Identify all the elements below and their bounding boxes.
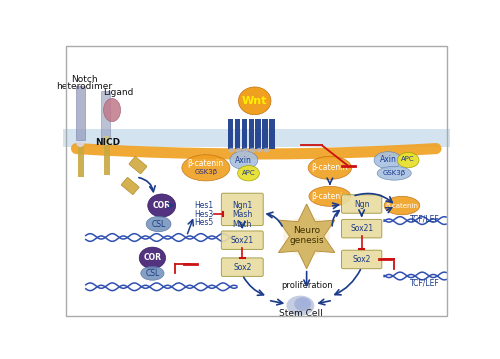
Text: β-catenin: β-catenin — [312, 192, 348, 201]
Text: β-catenin: β-catenin — [312, 163, 348, 172]
Bar — [234, 119, 240, 149]
FancyBboxPatch shape — [122, 177, 139, 195]
Text: Wnt: Wnt — [242, 96, 268, 106]
FancyBboxPatch shape — [129, 157, 147, 174]
Bar — [248, 119, 254, 149]
Ellipse shape — [146, 216, 171, 232]
Text: genesis: genesis — [290, 237, 324, 246]
Ellipse shape — [228, 148, 234, 153]
Ellipse shape — [398, 153, 419, 168]
Ellipse shape — [286, 296, 314, 316]
Text: NICD: NICD — [95, 138, 120, 147]
Text: APC: APC — [242, 170, 256, 176]
Text: CSL: CSL — [152, 220, 166, 229]
Text: Sox21: Sox21 — [230, 236, 254, 245]
Text: CSL: CSL — [146, 269, 160, 278]
Bar — [104, 145, 110, 175]
Ellipse shape — [76, 141, 84, 147]
FancyBboxPatch shape — [342, 195, 382, 213]
Ellipse shape — [284, 216, 330, 256]
Ellipse shape — [148, 194, 176, 217]
Bar — [270, 119, 275, 149]
Text: TCF/LEF: TCF/LEF — [410, 215, 440, 224]
Text: β-catenin: β-catenin — [188, 159, 224, 168]
Bar — [262, 119, 268, 149]
FancyBboxPatch shape — [222, 258, 263, 276]
Text: Neuro: Neuro — [293, 226, 320, 235]
FancyBboxPatch shape — [222, 231, 263, 250]
Text: heterodimer: heterodimer — [56, 83, 112, 92]
Bar — [101, 91, 110, 137]
Ellipse shape — [384, 196, 420, 215]
Bar — [62, 129, 450, 147]
FancyBboxPatch shape — [222, 193, 263, 225]
Text: COR: COR — [152, 201, 170, 210]
Text: Ngn1: Ngn1 — [232, 201, 252, 210]
Text: Ngn: Ngn — [354, 200, 370, 209]
Ellipse shape — [374, 151, 402, 169]
Ellipse shape — [256, 148, 262, 153]
Text: APC: APC — [402, 157, 415, 162]
Bar — [256, 119, 261, 149]
Ellipse shape — [309, 186, 351, 206]
Text: GSK3β: GSK3β — [382, 170, 406, 176]
Text: Sox21: Sox21 — [350, 224, 373, 233]
Text: Hes1: Hes1 — [194, 201, 213, 210]
Ellipse shape — [141, 266, 164, 280]
Ellipse shape — [182, 155, 230, 181]
Ellipse shape — [139, 247, 166, 269]
Text: Math: Math — [232, 220, 252, 229]
Text: Hes5: Hes5 — [194, 218, 213, 227]
Text: Mash: Mash — [232, 210, 252, 219]
FancyBboxPatch shape — [342, 250, 382, 269]
Ellipse shape — [263, 148, 270, 153]
Text: TCF/LEF: TCF/LEF — [410, 278, 440, 287]
Ellipse shape — [300, 299, 310, 307]
Bar — [76, 86, 85, 140]
Text: Sox2: Sox2 — [352, 255, 371, 264]
Ellipse shape — [230, 151, 258, 169]
Text: proliferation: proliferation — [281, 281, 332, 290]
Ellipse shape — [377, 166, 411, 180]
Text: Ligand: Ligand — [103, 88, 134, 97]
Text: Axin: Axin — [380, 155, 396, 164]
Ellipse shape — [250, 148, 256, 153]
Text: GSK3β: GSK3β — [194, 169, 218, 176]
FancyBboxPatch shape — [342, 219, 382, 238]
Text: COR: COR — [144, 253, 162, 262]
Text: Hes3: Hes3 — [194, 210, 213, 219]
Text: Notch: Notch — [71, 75, 98, 84]
Text: Sox2: Sox2 — [233, 263, 252, 272]
Bar — [78, 146, 84, 177]
Bar — [228, 119, 233, 149]
Ellipse shape — [308, 156, 352, 180]
Polygon shape — [278, 204, 335, 269]
Ellipse shape — [236, 148, 242, 153]
Ellipse shape — [238, 87, 271, 115]
Bar — [242, 119, 247, 149]
Text: β-catenin: β-catenin — [386, 202, 418, 209]
Bar — [103, 136, 109, 144]
Text: Axin: Axin — [236, 155, 252, 165]
Ellipse shape — [238, 165, 260, 181]
Ellipse shape — [104, 98, 120, 122]
Ellipse shape — [242, 148, 248, 153]
Ellipse shape — [294, 297, 312, 311]
Text: Stem Cell: Stem Cell — [278, 309, 322, 318]
